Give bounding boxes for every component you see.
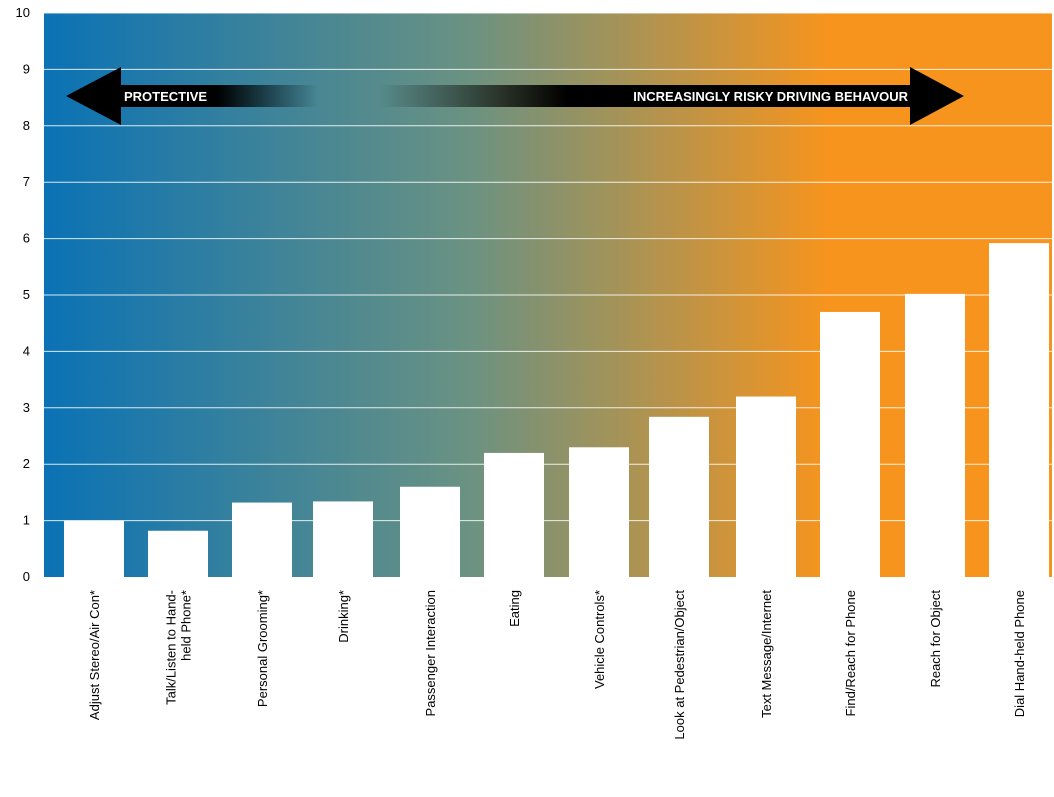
protective-arrow [66, 67, 318, 125]
risky-arrow [378, 67, 964, 125]
y-tick-label: 9 [23, 61, 30, 76]
y-tick-label: 4 [23, 343, 30, 358]
risky-behaviour-label: INCREASINGLY RISKY DRIVING BEHAVOUR [633, 89, 908, 104]
x-tick-label: Dial Hand-held Phone [1012, 590, 1027, 717]
bars [64, 243, 1049, 577]
grid-lines [44, 12, 1052, 522]
bar [484, 452, 544, 577]
x-tick-label: Passenger Interaction [423, 590, 438, 716]
bar [64, 520, 124, 577]
y-tick-label: 5 [23, 287, 30, 302]
x-tick-label: Adjust Stereo/Air Con* [87, 590, 102, 720]
bar [820, 311, 880, 577]
bar [232, 502, 292, 577]
y-tick-label: 0 [23, 569, 30, 584]
bar [148, 530, 208, 577]
bar [649, 416, 709, 577]
bar [736, 396, 796, 577]
y-tick-label: 2 [23, 456, 30, 471]
x-axis-category-labels: Adjust Stereo/Air Con* Talk/Listen to Han… [87, 590, 1027, 740]
x-tick-label: Text Message/Internet [759, 590, 774, 718]
x-tick-label: Drinking* [336, 590, 351, 643]
bar [313, 501, 373, 577]
protective-label: PROTECTIVE [124, 89, 207, 104]
y-tick-label: 8 [23, 118, 30, 133]
bar [905, 293, 965, 577]
x-tick-label: Eating [507, 590, 522, 627]
x-tick-label: Talk/Listen to Hand-held Phone* [164, 590, 194, 705]
x-tick-label: Personal Grooming* [255, 590, 270, 707]
y-axis-ticks: 0 1 2 3 4 5 6 7 8 9 10 [16, 5, 30, 584]
x-tick-label: Reach for Object [928, 590, 943, 688]
bar [569, 447, 629, 577]
y-tick-label: 6 [23, 231, 30, 246]
x-tick-label: Find/Reach for Phone [843, 590, 858, 716]
y-tick-label: 3 [23, 400, 30, 415]
x-tick-label: Vehicle Controls* [592, 590, 607, 689]
y-tick-label: 1 [23, 513, 30, 528]
bar [400, 486, 460, 577]
risk-arrows: PROTECTIVE INCREASINGLY RISKY DRIVING BE… [66, 67, 964, 125]
x-tick-label: Look at Pedestrian/Object [672, 590, 687, 740]
y-tick-label: 10 [16, 5, 30, 20]
bar [989, 243, 1049, 577]
y-tick-label: 7 [23, 174, 30, 189]
